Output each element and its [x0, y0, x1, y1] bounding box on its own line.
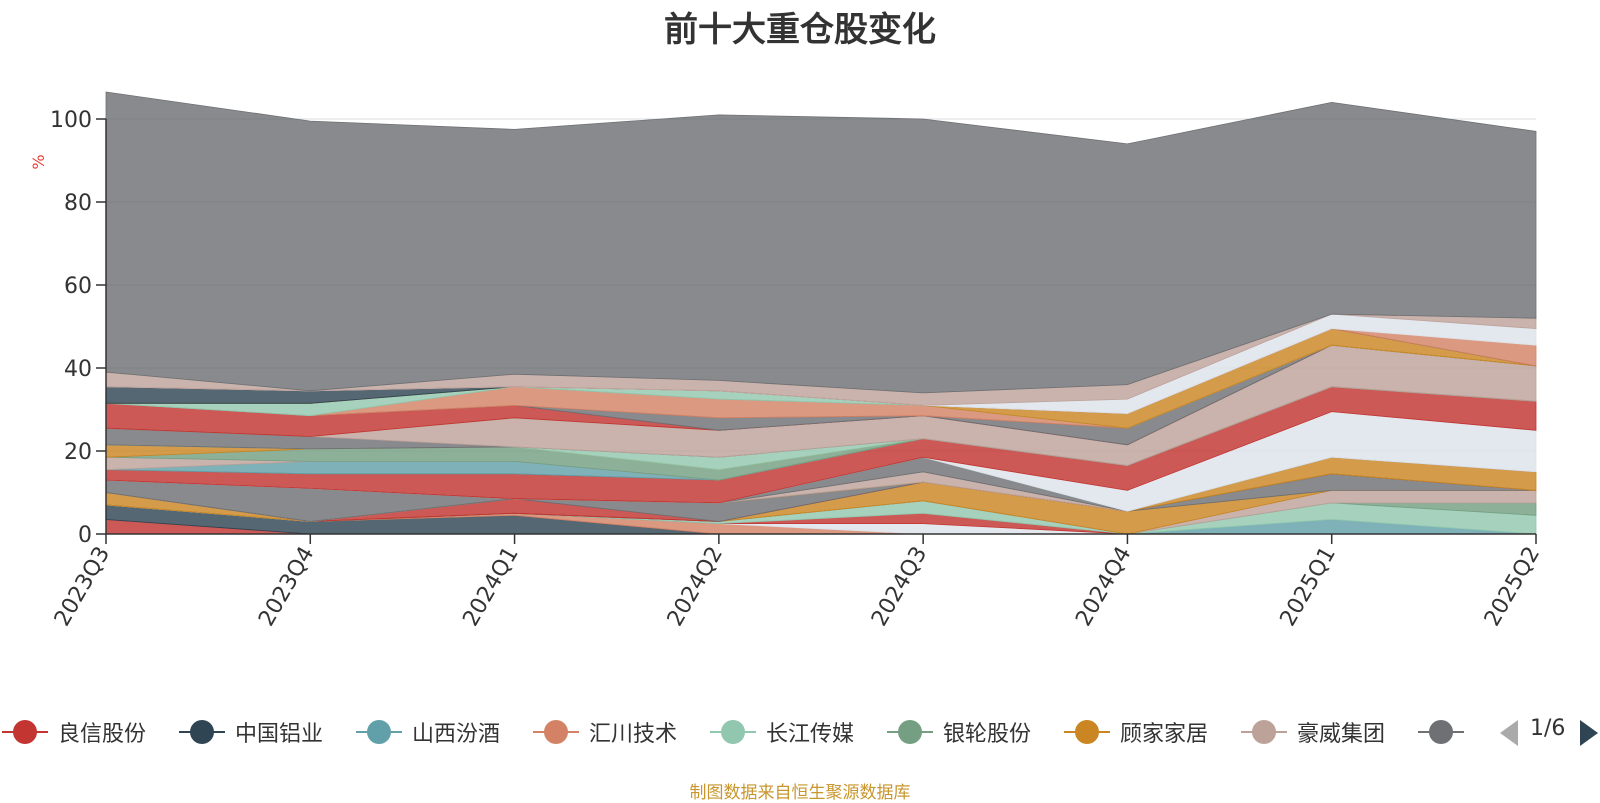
chart-title: 前十大重仓股变化: [664, 10, 936, 50]
legend-items: 良信股份 中国铝业 山西汾酒 汇川技术 长江传媒 银轮股份 顾家家居 豪威集团 中: [0, 712, 1468, 752]
x-tick-label: 2023Q3: [50, 543, 115, 631]
legend-marker-icon: [1062, 712, 1112, 752]
legend-label: 长江传媒: [766, 722, 855, 747]
legend: 良信股份 中国铝业 山西汾酒 汇川技术 长江传媒 银轮股份 顾家家居 豪威集团 中 1/6: [0, 712, 1600, 752]
legend-item[interactable]: 长江传媒: [708, 712, 854, 752]
y-tick-label: 20: [64, 440, 92, 465]
y-tick-label: 40: [64, 357, 92, 382]
x-tick-label: 2024Q3: [867, 543, 932, 631]
stacked-areas: [105, 91, 1537, 535]
y-ticks: 0 20 40 60 80 100: [50, 108, 106, 548]
legend-label: 中国铝业: [235, 722, 324, 747]
legend-label: 银轮股份: [943, 722, 1032, 747]
y-tick-label: 60: [64, 274, 92, 299]
axes: [105, 119, 1536, 535]
legend-label: 汇川技术: [589, 722, 678, 747]
legend-item[interactable]: 汇川技术: [531, 712, 677, 752]
y-tick-label: 80: [64, 191, 92, 216]
source-note: 制图数据来自恒生聚源数据库: [689, 783, 911, 803]
legend-marker-icon: [177, 712, 227, 752]
y-axis-label: %: [29, 154, 48, 169]
legend-item[interactable]: 银轮股份: [885, 712, 1031, 752]
x-tick-label: 2024Q4: [1071, 543, 1136, 631]
legend-marker-icon: [354, 712, 404, 752]
legend-label: 豪威集团: [1297, 722, 1386, 747]
legend-item[interactable]: 良信股份: [0, 712, 146, 752]
x-tick-label: 2024Q2: [663, 543, 728, 631]
legend-marker-icon: [531, 712, 581, 752]
legend-prev-page-icon[interactable]: [1500, 720, 1518, 746]
legend-next-page-icon[interactable]: [1580, 720, 1598, 746]
legend-label: 山西汾酒: [412, 722, 501, 747]
legend-page-indicator: 1/6: [1530, 716, 1566, 741]
legend-marker-icon: [0, 712, 50, 752]
legend-item[interactable]: 顾家家居: [1062, 712, 1208, 752]
legend-item[interactable]: 中: [1416, 712, 1468, 752]
legend-item[interactable]: 中国铝业: [177, 712, 323, 752]
area-series-35[interactable]: [105, 91, 1537, 394]
y-tick-label: 0: [78, 523, 92, 548]
legend-label: 顾家家居: [1120, 722, 1209, 747]
legend-item[interactable]: 豪威集团: [1239, 712, 1385, 752]
legend-marker-icon: [1416, 712, 1466, 752]
x-tick-label: 2024Q1: [458, 543, 523, 631]
x-tick-label: 2023Q4: [254, 543, 319, 631]
y-tick-label: 100: [50, 108, 92, 133]
legend-marker-icon: [708, 712, 758, 752]
x-tick-label: 2025Q1: [1276, 543, 1341, 631]
x-tick-label: 2025Q2: [1480, 543, 1545, 631]
legend-marker-icon: [885, 712, 935, 752]
legend-label: 良信股份: [58, 722, 147, 747]
legend-item[interactable]: 山西汾酒: [354, 712, 500, 752]
legend-marker-icon: [1239, 712, 1289, 752]
x-ticks: 2023Q3 2023Q4 2024Q1 2024Q2 2024Q3 2024Q4 2025…: [50, 534, 1545, 631]
